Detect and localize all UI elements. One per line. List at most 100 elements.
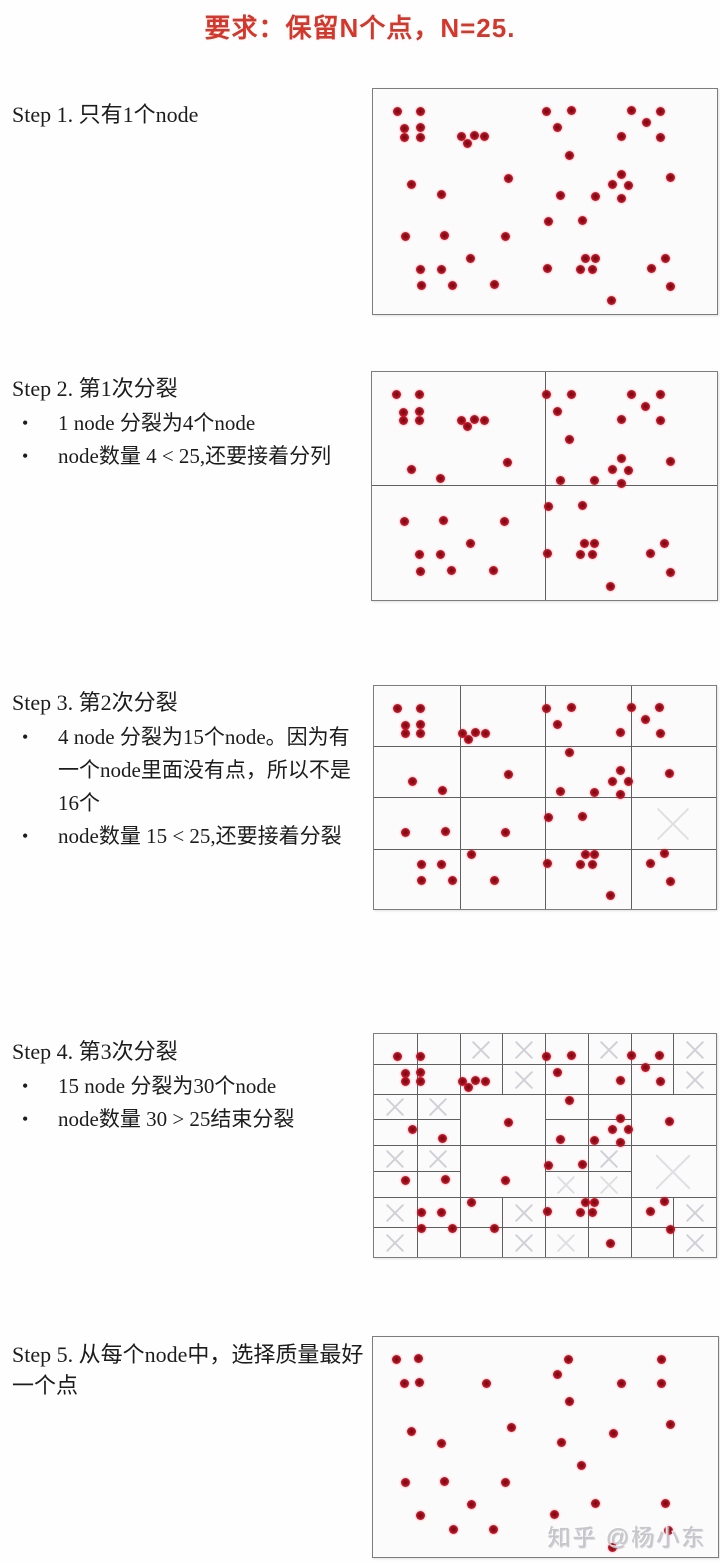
data-point <box>564 1354 574 1364</box>
data-point <box>626 1051 636 1061</box>
subgrid-line <box>502 1034 504 1094</box>
bullet-item: • 1 node 分裂为4个node <box>12 407 372 440</box>
data-point <box>416 281 426 291</box>
data-point <box>660 539 670 548</box>
data-point <box>666 1419 676 1429</box>
data-point <box>616 1138 626 1148</box>
data-point <box>655 1051 665 1061</box>
data-point <box>465 539 475 549</box>
data-point <box>656 132 666 142</box>
data-point <box>470 131 480 141</box>
empty-node-x-icon <box>651 801 695 845</box>
data-point <box>437 1207 447 1217</box>
data-point <box>414 406 424 416</box>
subgrid-line <box>545 1119 631 1121</box>
empty-node-x-icon <box>383 1094 407 1118</box>
bullet-item: • 4 node 分裂为15个node。因为有一个node里面没有点，所以不是16… <box>12 721 372 820</box>
bullet-label: node数量 30 > 25结束分裂 <box>58 1107 295 1131</box>
plot-step-5: 知乎 @杨小东 <box>372 1336 719 1558</box>
data-point <box>469 414 479 424</box>
data-point <box>641 714 650 724</box>
data-point <box>406 1427 416 1437</box>
data-point <box>470 1075 480 1085</box>
data-point <box>392 1354 401 1364</box>
step-1-text: Step 1. 只有1个node <box>12 99 372 133</box>
subgrid-line <box>545 1063 631 1065</box>
empty-node-x-icon <box>383 1146 407 1170</box>
data-point <box>437 859 447 869</box>
data-point <box>415 1510 425 1520</box>
data-point <box>416 264 425 274</box>
data-point <box>655 1077 665 1087</box>
bullet-item: • 15 node 分裂为30个node <box>12 1070 372 1103</box>
data-point <box>623 1125 633 1135</box>
data-point <box>663 1526 673 1536</box>
data-point <box>400 231 410 241</box>
data-point <box>392 107 402 116</box>
empty-node-x-icon <box>512 1067 536 1091</box>
data-point <box>401 729 410 739</box>
data-point <box>661 1499 671 1508</box>
data-point <box>606 1239 616 1249</box>
data-point <box>576 1460 586 1470</box>
data-point <box>566 389 576 399</box>
data-point <box>436 474 446 484</box>
data-point <box>439 1476 449 1486</box>
data-point <box>466 849 476 859</box>
data-point <box>435 549 445 559</box>
data-point <box>576 860 586 870</box>
data-point <box>567 106 577 116</box>
data-point <box>400 1477 410 1487</box>
data-point <box>616 131 626 141</box>
data-point <box>393 703 403 713</box>
data-point <box>488 1525 498 1535</box>
data-point <box>501 827 511 837</box>
data-point <box>616 1076 626 1086</box>
data-point <box>549 1509 559 1519</box>
data-point <box>580 254 590 264</box>
data-point <box>414 1353 424 1363</box>
data-point <box>414 416 424 426</box>
data-point <box>542 107 552 116</box>
data-point <box>565 1396 575 1406</box>
step-2-bullets: • 1 node 分裂为4个node • node数量 4 < 25,还要接着分列 <box>12 407 372 473</box>
data-point <box>480 1076 490 1086</box>
subgrid-line <box>673 1034 675 1094</box>
data-point <box>416 1077 426 1087</box>
data-point <box>588 550 597 560</box>
data-point <box>666 567 676 577</box>
data-point <box>665 1225 675 1235</box>
data-point <box>543 216 553 226</box>
data-point <box>580 1197 590 1207</box>
data-point <box>457 132 467 142</box>
data-point <box>624 181 634 191</box>
data-point <box>507 1423 517 1433</box>
data-point <box>556 191 566 201</box>
empty-node-x-icon <box>554 1172 578 1196</box>
subgrid-line <box>587 1034 589 1094</box>
data-point <box>580 849 590 859</box>
data-point <box>504 1117 514 1127</box>
subgrid-line <box>545 1226 631 1228</box>
data-point <box>656 416 666 426</box>
data-point <box>415 123 425 133</box>
data-point <box>607 180 617 190</box>
data-point <box>543 859 553 869</box>
data-point <box>606 296 616 305</box>
data-point <box>489 280 499 290</box>
empty-node-x-icon <box>683 1067 707 1091</box>
data-point <box>501 1477 511 1487</box>
plot-step-1 <box>372 88 718 315</box>
data-point <box>400 132 410 142</box>
plot-step-3 <box>373 685 717 910</box>
data-point <box>645 859 655 869</box>
bullet-item: • node数量 30 > 25结束分裂 <box>12 1103 372 1136</box>
data-point <box>627 106 637 116</box>
data-point <box>655 703 665 713</box>
data-point <box>439 516 449 526</box>
grid-line <box>374 745 716 747</box>
data-point <box>437 189 446 199</box>
data-point <box>440 1174 450 1184</box>
data-point <box>607 1124 617 1134</box>
data-point <box>416 1207 426 1217</box>
